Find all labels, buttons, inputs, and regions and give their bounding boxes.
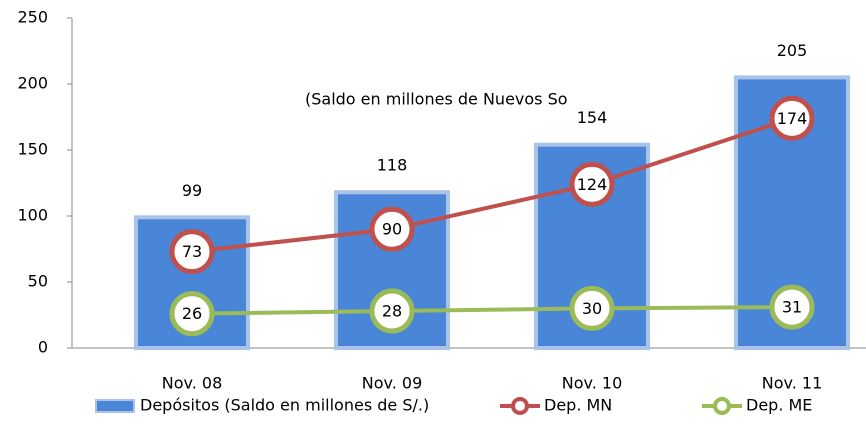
line: [191, 305, 793, 316]
marker: [369, 288, 415, 334]
legend-swatch: [713, 397, 731, 415]
legend-label: Depósitos (Saldo en millones de S/.): [140, 396, 429, 415]
data-label: 73: [182, 242, 202, 261]
x-tick-label: Nov. 11: [762, 374, 823, 393]
data-label: 31: [782, 298, 802, 317]
marker: [769, 95, 815, 141]
marker: [569, 161, 615, 207]
marker: [169, 291, 215, 337]
x-tick-label: Nov. 09: [362, 374, 423, 393]
data-label: 174: [777, 109, 808, 128]
data-label: 90: [382, 220, 402, 239]
data-label: 205: [777, 41, 808, 60]
data-label: 26: [182, 304, 202, 323]
legend-label: Dep. MN: [544, 396, 612, 415]
marker: [769, 284, 815, 330]
marker: [569, 285, 615, 331]
data-label: 154: [577, 108, 608, 127]
legend-swatch: [511, 397, 529, 415]
marker: [369, 206, 415, 252]
data-label: 124: [577, 175, 608, 194]
marker: [169, 229, 215, 275]
annotation: (Saldo en millones de Nuevos So: [305, 90, 568, 109]
y-tick-label: 100: [17, 206, 48, 225]
data-label: 28: [382, 302, 402, 321]
data-label: 99: [182, 181, 202, 200]
data-label: 30: [582, 299, 602, 318]
x-tick-label: Nov. 10: [562, 374, 623, 393]
y-tick-label: 250: [17, 8, 48, 27]
y-tick-label: 150: [17, 140, 48, 159]
line: [191, 116, 793, 254]
y-tick-label: 200: [17, 74, 48, 93]
legend-label: Dep. ME: [746, 396, 812, 415]
y-tick-label: 50: [28, 272, 48, 291]
data-label: 118: [377, 156, 408, 175]
y-tick-label: 0: [38, 338, 48, 357]
legend-swatch: [95, 399, 135, 413]
x-tick-label: Nov. 08: [162, 374, 223, 393]
